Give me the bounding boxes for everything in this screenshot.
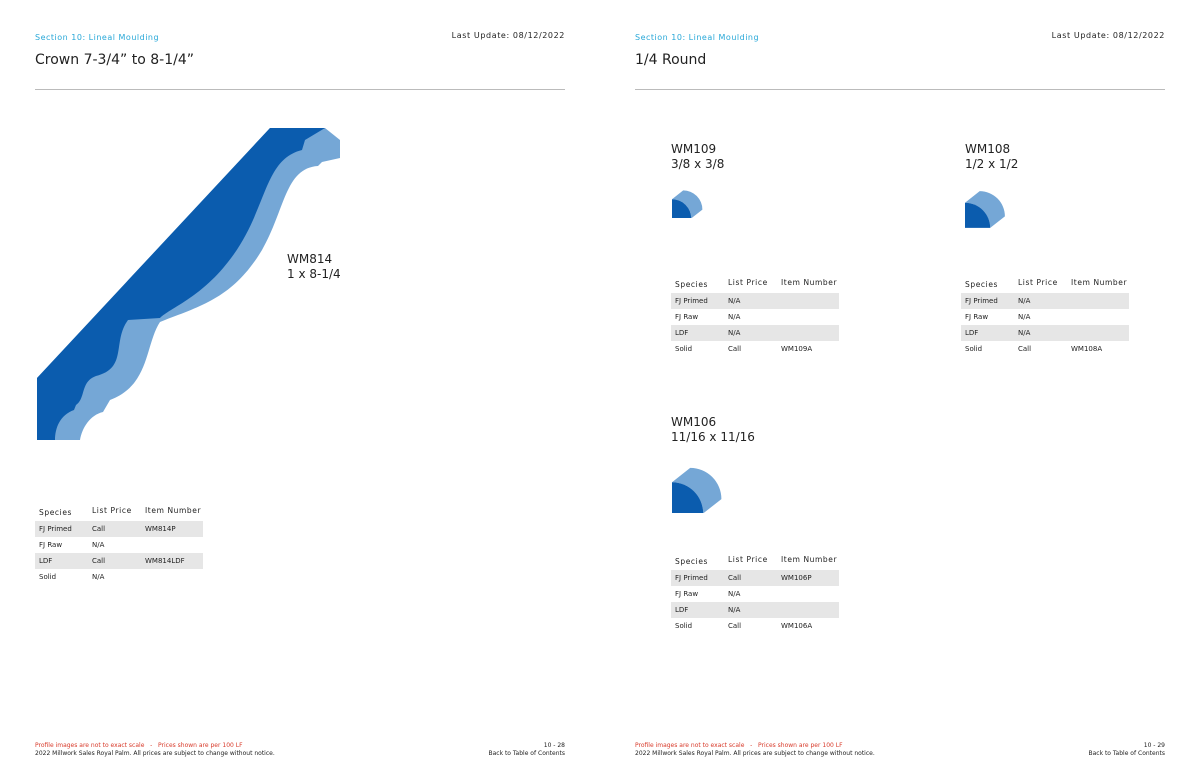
profile-icon (672, 190, 703, 219)
table-cell: WM106A (781, 622, 813, 630)
product-size: 3/8 x 3/8 (671, 157, 725, 171)
table-header: Item Number (145, 506, 202, 515)
table-cell: Call (1018, 345, 1032, 353)
product-code: WM108 (965, 142, 1011, 156)
table-cell: N/A (92, 541, 105, 549)
table-cell: FJ Primed (675, 574, 708, 582)
row-shade (961, 293, 1129, 309)
product-code: WM109 (671, 142, 717, 156)
profile-icon (672, 467, 722, 514)
table-cell: FJ Raw (675, 313, 699, 321)
table-cell: Solid (965, 345, 983, 353)
product-code: WM106 (671, 415, 717, 429)
row-shade (671, 602, 839, 618)
footer-copyright: 2022 Millwork Sales Royal Palm. All pric… (35, 750, 275, 757)
table-cell: WM108A (1071, 345, 1103, 353)
table-cell: FJ Raw (39, 541, 63, 549)
table-cell: N/A (728, 329, 741, 337)
table-cell: LDF (675, 329, 689, 337)
table-cell: WM106P (781, 574, 812, 582)
table-cell: FJ Primed (675, 297, 708, 305)
divider (35, 89, 565, 90)
table-cell: FJ Primed (965, 297, 998, 305)
table-cell: N/A (1018, 329, 1031, 337)
row-shade (671, 570, 839, 586)
product-size: 11/16 x 11/16 (671, 430, 755, 444)
row-shade (35, 521, 203, 537)
footer-note: Profile images are not to exact scale - … (35, 742, 243, 749)
footer-note: Profile images are not to exact scale - … (635, 742, 843, 749)
last-update: Last Update: 08/12/2022 (451, 31, 565, 40)
table-header: Species (39, 508, 73, 517)
table-header: Species (675, 557, 709, 566)
footer-copyright: 2022 Millwork Sales Royal Palm. All pric… (635, 750, 875, 757)
table-cell: N/A (728, 297, 741, 305)
table-header: Item Number (781, 555, 838, 564)
table-cell: N/A (728, 606, 741, 614)
table-cell: Call (728, 574, 742, 582)
page-number: 10 - 29 (1143, 742, 1165, 749)
product-size: 1/2 x 1/2 (965, 157, 1019, 171)
table-cell: Call (728, 345, 742, 353)
row-shade (35, 553, 203, 569)
table-header: Species (675, 280, 709, 289)
table-cell: LDF (39, 557, 53, 565)
table-header: List Price (728, 555, 768, 564)
section-label: Section 10: Lineal Moulding (635, 33, 760, 42)
table-header: Item Number (781, 278, 838, 287)
table-cell: Solid (675, 345, 693, 353)
table-cell: FJ Raw (965, 313, 989, 321)
row-shade (961, 325, 1129, 341)
table-cell: WM814P (145, 525, 176, 533)
row-shade (671, 293, 839, 309)
table-cell: N/A (728, 313, 741, 321)
table-cell: FJ Primed (39, 525, 72, 533)
table-header: List Price (1018, 278, 1058, 287)
table-cell: FJ Raw (675, 590, 699, 598)
back-link[interactable]: Back to Table of Contents (488, 750, 565, 757)
table-cell: WM814LDF (145, 557, 185, 565)
table-header: Item Number (1071, 278, 1128, 287)
table-header: List Price (728, 278, 768, 287)
table-cell: WM109A (781, 345, 813, 353)
table-cell: LDF (675, 606, 689, 614)
last-update: Last Update: 08/12/2022 (1051, 31, 1165, 40)
row-shade (671, 325, 839, 341)
table-cell: N/A (1018, 313, 1031, 321)
table-cell: N/A (1018, 297, 1031, 305)
table-cell: Call (92, 525, 106, 533)
divider (635, 89, 1165, 90)
crown-profile (37, 128, 340, 440)
product-size: 1 x 8-1/4 (287, 267, 341, 281)
section-label: Section 10: Lineal Moulding (35, 33, 160, 42)
page-number: 10 - 28 (543, 742, 565, 749)
table-cell: N/A (92, 573, 105, 581)
table-header: List Price (92, 506, 132, 515)
table-cell: Solid (39, 573, 57, 581)
profile-icon (965, 191, 1005, 228)
table-header: Species (965, 280, 999, 289)
product-code: WM814 (287, 252, 333, 266)
table-cell: LDF (965, 329, 979, 337)
table-cell: Solid (675, 622, 693, 630)
table-cell: Call (92, 557, 106, 565)
page-title: 1/4 Round (635, 52, 707, 68)
table-cell: Call (728, 622, 742, 630)
page-title: Crown 7-3/4” to 8-1/4” (35, 52, 195, 68)
table-cell: N/A (728, 590, 741, 598)
back-link[interactable]: Back to Table of Contents (1088, 750, 1165, 757)
